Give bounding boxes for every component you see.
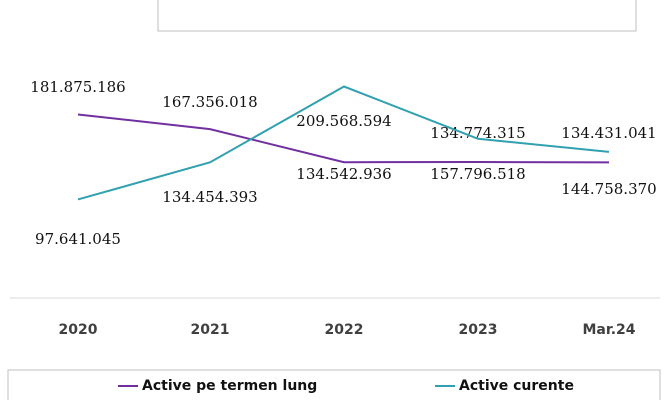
x-tick-label: 2023 [459, 322, 498, 338]
data-label: 181.875.186 [30, 78, 125, 96]
x-tick-label: 2020 [59, 322, 98, 338]
title-box [157, 0, 637, 32]
data-label: 134.431.041 [561, 124, 656, 142]
x-tick-label: 2022 [325, 322, 364, 338]
legend-box [7, 369, 661, 404]
data-label: 209.568.594 [296, 112, 391, 130]
x-tick-label: 2021 [191, 322, 230, 338]
line-series [77, 113, 610, 164]
data-label: 144.758.370 [561, 180, 656, 198]
line-series [77, 85, 610, 201]
legend-label: Active curente [459, 378, 574, 394]
data-label: 167.356.018 [162, 93, 257, 111]
data-label: 134.542.936 [296, 165, 391, 183]
data-label: 97.641.045 [35, 230, 121, 248]
data-label: 157.796.518 [430, 165, 525, 183]
legend-label: Active pe termen lung [142, 378, 317, 394]
x-tick-label: Mar.24 [582, 322, 635, 338]
data-label: 134.454.393 [162, 188, 257, 206]
